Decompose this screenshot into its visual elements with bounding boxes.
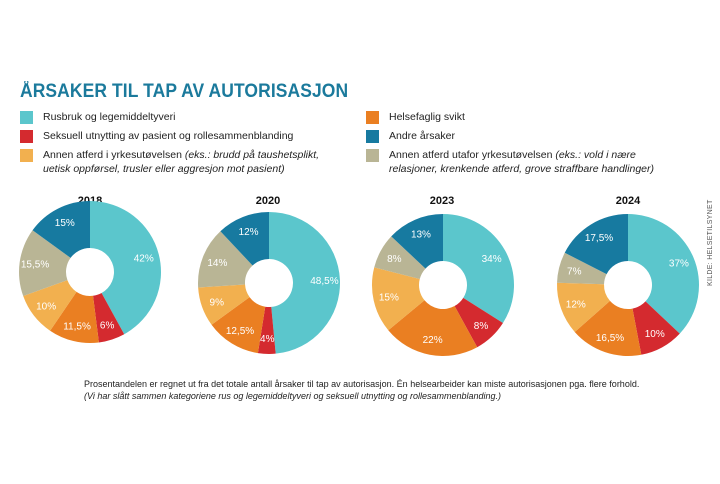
slice-2024-annen-i: [557, 282, 610, 332]
donut-2020: 48,5% 4% 12,5% 9% 14% 12%: [198, 212, 340, 354]
slice-label-2024-rusbruk: 37%: [669, 258, 689, 269]
slice-label-2018-annen-utafor: 15,5%: [21, 260, 49, 271]
slice-2018-helsefaglig: [50, 291, 99, 344]
slice-label-2020-annen-i: 9%: [210, 297, 225, 308]
slice-2024-seksuell: [632, 301, 680, 355]
year-label-2024: 2024: [615, 195, 641, 207]
slice-label-2018-andre: 15%: [55, 218, 75, 229]
legend-swatch: [366, 149, 379, 162]
slice-label-2023-annen-utafor: 8%: [387, 254, 402, 265]
slice-label-2024-helsefaglig: 16,5%: [596, 333, 624, 344]
legend-item-annen-utafor: Annen atferd utafor yrkesutøvelsen (eks.…: [366, 149, 654, 176]
slice-label-2023-seksuell: 8%: [474, 321, 489, 332]
donut-2023: 34% 8% 22% 15% 8% 13%: [371, 214, 514, 356]
donut-2018: 42% 6% 11,5% 10% 15,5% 15%: [19, 201, 162, 344]
year-label-2020: 2020: [255, 195, 281, 207]
legend-label: Helsefaglig svikt: [389, 111, 465, 123]
slice-2020-annen-i: [198, 284, 250, 325]
footnote-italic: (Vi har slått sammen kategoriene rus og …: [84, 390, 502, 401]
footnote-text: Prosentandelen er regnet ut fra det tota…: [84, 379, 640, 389]
slice-2024-helsefaglig: [574, 300, 642, 356]
slice-label-2020-annen-utafor: 14%: [207, 258, 227, 269]
slice-2024-andre: [564, 214, 628, 275]
slice-label-2020-helsefaglig: 12,5%: [226, 326, 254, 337]
slice-2018-annen-i: [23, 280, 77, 331]
slice-2020-andre: [220, 212, 269, 266]
legend-note-2: uetisk oppførsel, trusler eller aggresjo…: [43, 162, 285, 175]
legend-note: (eks.: vold i nære: [555, 149, 636, 161]
slice-label-2024-annen-i: 12%: [566, 299, 586, 310]
legend-label: Andre årsaker: [389, 130, 455, 142]
slice-label-2024-annen-utafor: 7%: [567, 267, 582, 278]
footnote: Prosentandelen er regnet ut fra det tota…: [84, 379, 644, 402]
slice-2020-annen-utafor: [198, 231, 253, 288]
slice-2020-rusbruk: [269, 212, 340, 354]
slice-label-2024-andre: 17,5%: [585, 233, 613, 244]
slice-label-2020-rusbruk: 48,5%: [310, 276, 338, 287]
legend-item-andre: Andre årsaker: [366, 130, 455, 144]
slice-label-2023-rusbruk: 34%: [482, 254, 502, 265]
legend-label: Seksuell utnytting av pasient og rollesa…: [43, 130, 294, 142]
slice-2023-rusbruk: [443, 214, 514, 324]
slice-2024-annen-utafor: [557, 252, 607, 285]
legend-swatch: [20, 130, 33, 143]
slice-2023-seksuell: [454, 297, 503, 348]
slice-label-2018-rusbruk: 42%: [134, 254, 154, 265]
legend-swatch: [366, 130, 379, 143]
slice-label-2018-helsefaglig: 11,5%: [63, 321, 91, 332]
slice-label-2023-helsefaglig: 22%: [423, 335, 443, 346]
slice-2020-helsefaglig: [211, 297, 266, 354]
slice-label-2018-annen-i: 10%: [36, 302, 56, 313]
slice-label-2020-andre: 12%: [239, 227, 259, 238]
legend-label: Rusbruk og legemiddeltyveri: [43, 111, 176, 123]
legend-item-annen-i: Annen atferd i yrkesutøvelsen (eks.: bru…: [20, 149, 319, 176]
legend-note: (eks.: brudd på taushetsplikt,: [184, 149, 320, 161]
chart-title: ÅRSAKER TIL TAP AV AUTORISASJON: [20, 81, 349, 102]
slice-label-2020-seksuell: 4%: [260, 334, 275, 345]
legend-label: Annen atferd utafor yrkesutøvelsen: [389, 149, 553, 161]
slice-label-2023-andre: 13%: [411, 230, 431, 241]
slice-2023-helsefaglig: [388, 300, 478, 356]
source-credit: KILDE: HELSETILSYNET: [707, 199, 714, 286]
slice-label-2018-seksuell: 6%: [100, 320, 115, 331]
slice-label-2023-annen-i: 15%: [379, 293, 399, 304]
legend-swatch: [20, 149, 33, 162]
legend-note-2: relasjoner, krenkende atferd, grove stra…: [389, 162, 654, 175]
legend-swatch: [366, 111, 379, 124]
slice-2024-rusbruk: [628, 214, 699, 334]
slice-2018-annen-utafor: [19, 230, 71, 297]
donut-2024: 37% 10% 16,5% 12% 7% 17,5%: [557, 214, 699, 356]
legend-item-helsefaglig: Helsefaglig svikt: [366, 111, 465, 125]
legend-item-seksuell: Seksuell utnytting av pasient og rollesa…: [20, 130, 293, 144]
slice-2020-seksuell: [257, 306, 276, 354]
slice-2018-andre: [32, 201, 90, 258]
slice-2023-annen-utafor: [374, 236, 426, 280]
slice-label-2024-seksuell: 10%: [645, 329, 665, 340]
legend-swatch: [20, 111, 33, 124]
slice-2018-rusbruk: [90, 201, 162, 335]
legend-item-rusbruk: Rusbruk og legemiddeltyveri: [20, 111, 175, 125]
legend-label: Annen atferd i yrkesutøvelsen: [43, 149, 182, 161]
slice-2023-annen-i: [371, 267, 425, 331]
slice-2023-andre: [391, 214, 443, 269]
year-label-2023: 2023: [429, 195, 455, 207]
slice-2018-seksuell: [93, 293, 125, 343]
